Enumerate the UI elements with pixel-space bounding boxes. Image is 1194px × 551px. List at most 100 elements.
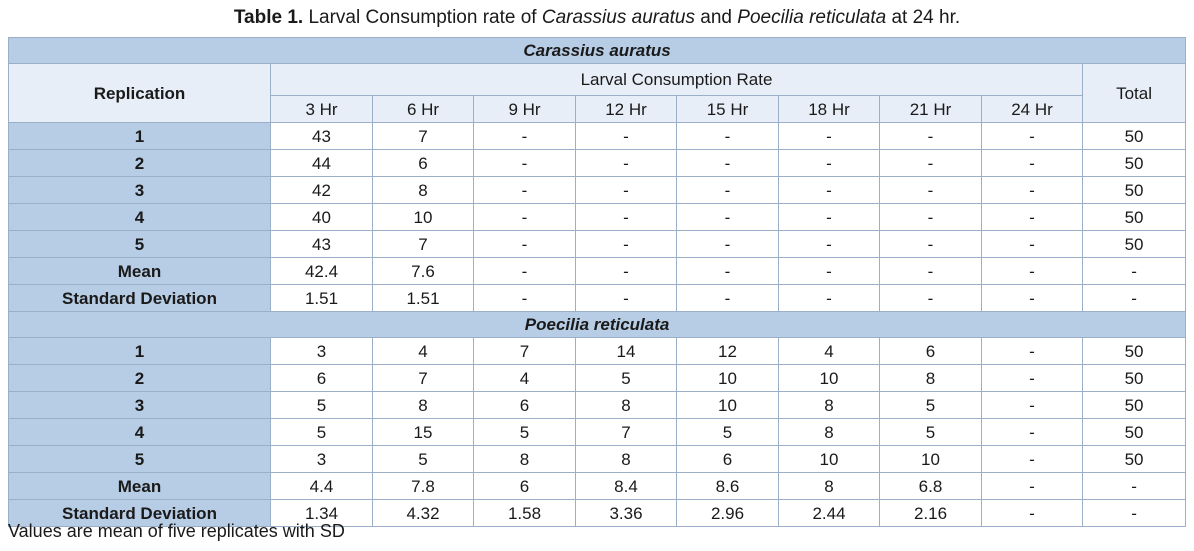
total-cell: 50 [1081,418,1187,446]
value-cell: - [981,499,1083,527]
value-cell: 4 [778,337,880,365]
hour-header: 3 Hr [270,95,373,123]
value-cell: - [981,391,1083,419]
row-label: 4 [8,203,271,231]
value-cell: 8 [778,418,880,446]
table-row: 5 43 7- - - - - -50 [8,230,1187,258]
value-cell: - [981,257,1083,285]
hour-header: 9 Hr [473,95,576,123]
value-cell: - [575,203,677,231]
value-cell: 8 [473,445,576,473]
total-cell: 50 [1081,364,1187,392]
value-cell: - [879,284,982,312]
value-cell: - [473,257,576,285]
table-row: 3 5 8 6 8 10 8 5-50 [8,391,1187,419]
row-label: Mean [8,257,271,285]
total-cell: 50 [1081,391,1187,419]
value-cell: - [879,176,982,204]
table-row: 2 6 7 4 5 10 10 8-50 [8,364,1187,392]
value-cell: - [676,149,779,177]
value-cell: - [473,284,576,312]
hour-header: 12 Hr [575,95,677,123]
value-cell: 15 [372,418,474,446]
value-cell: - [575,257,677,285]
value-cell: 8 [372,176,474,204]
value-cell: 2.16 [879,499,982,527]
species-header-row: Carassius auratus [7,37,1187,64]
rate-header: Larval Consumption Rate [270,63,1083,96]
row-label: 5 [8,445,271,473]
caption-text-1: Larval Consumption rate of [303,7,542,28]
value-cell: - [575,122,677,150]
value-cell: 7 [372,230,474,258]
value-cell: - [676,284,779,312]
total-cell: 50 [1081,203,1187,231]
value-cell: - [575,176,677,204]
value-cell: 6 [270,364,373,392]
table-row: 3 42 8- - - - - -50 [8,176,1187,204]
value-cell: 43 [270,122,373,150]
table-row: Standard Deviation 1.34 4.32 1.58 3.36 2.96 2.… [8,499,1187,527]
value-cell: 4.32 [372,499,474,527]
value-cell: 7.6 [372,257,474,285]
value-cell: 10 [778,445,880,473]
value-cell: - [981,176,1083,204]
value-cell: - [981,445,1083,473]
caption-text-3: at 24 hr. [886,7,961,28]
consumption-table: Carassius auratus Replication Larval Consu… [7,37,1187,527]
value-cell: 10 [676,391,779,419]
value-cell: - [676,122,779,150]
value-cell: 8 [778,472,880,500]
value-cell: - [575,149,677,177]
value-cell: 3.36 [575,499,677,527]
value-cell: 2.96 [676,499,779,527]
value-cell: 1.51 [270,284,373,312]
value-cell: 3 [270,445,373,473]
value-cell: - [575,230,677,258]
value-cell: 2.44 [778,499,880,527]
value-cell: 6 [676,445,779,473]
value-cell: - [676,203,779,231]
value-cell: 8.4 [575,472,677,500]
species-header-row: Poecilia reticulata [7,311,1187,338]
value-cell: 8 [778,391,880,419]
value-cell: - [981,230,1083,258]
value-cell: 8 [575,391,677,419]
value-cell: 1.58 [473,499,576,527]
table-row: 4 40 10- - - - - -50 [8,203,1187,231]
row-label: 2 [8,364,271,392]
total-cell: 50 [1081,149,1187,177]
value-cell: - [981,149,1083,177]
value-cell: - [778,284,880,312]
value-cell: 10 [879,445,982,473]
value-cell: 6.8 [879,472,982,500]
value-cell: 1.51 [372,284,474,312]
value-cell: - [981,203,1083,231]
value-cell: - [981,364,1083,392]
value-cell: 14 [575,337,677,365]
value-cell: - [778,257,880,285]
value-cell: - [981,122,1083,150]
hour-header: 15 Hr [676,95,779,123]
value-cell: 8 [575,445,677,473]
row-label: 4 [8,418,271,446]
value-cell: 42.4 [270,257,373,285]
row-label: Mean [8,472,271,500]
table-row: 5 3 5 8 8 6 10 10-50 [8,445,1187,473]
table-row: Mean 4.4 7.8 6 8.4 8.6 8 6.8- - [8,472,1187,500]
total-cell: 50 [1081,122,1187,150]
value-cell: 10 [676,364,779,392]
row-label: 2 [8,149,271,177]
value-cell: - [778,149,880,177]
value-cell: 5 [879,391,982,419]
value-cell: 10 [372,203,474,231]
row-label: 1 [8,122,271,150]
value-cell: - [879,149,982,177]
value-cell: - [778,230,880,258]
value-cell: 4.4 [270,472,373,500]
total-cell: 50 [1081,176,1187,204]
value-cell: 7 [473,337,576,365]
value-cell: 1.34 [270,499,373,527]
value-cell: - [676,230,779,258]
total-cell: - [1081,499,1187,527]
